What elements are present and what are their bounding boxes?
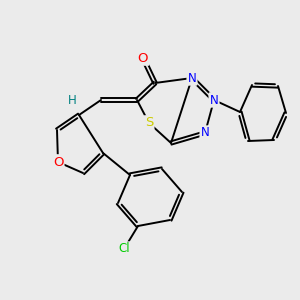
Text: Cl: Cl: [118, 242, 130, 256]
Text: H: H: [68, 94, 76, 106]
Text: N: N: [210, 94, 218, 106]
Text: O: O: [53, 155, 63, 169]
Text: S: S: [145, 116, 153, 130]
Text: O: O: [138, 52, 148, 64]
Text: N: N: [201, 127, 209, 140]
Text: N: N: [188, 71, 196, 85]
